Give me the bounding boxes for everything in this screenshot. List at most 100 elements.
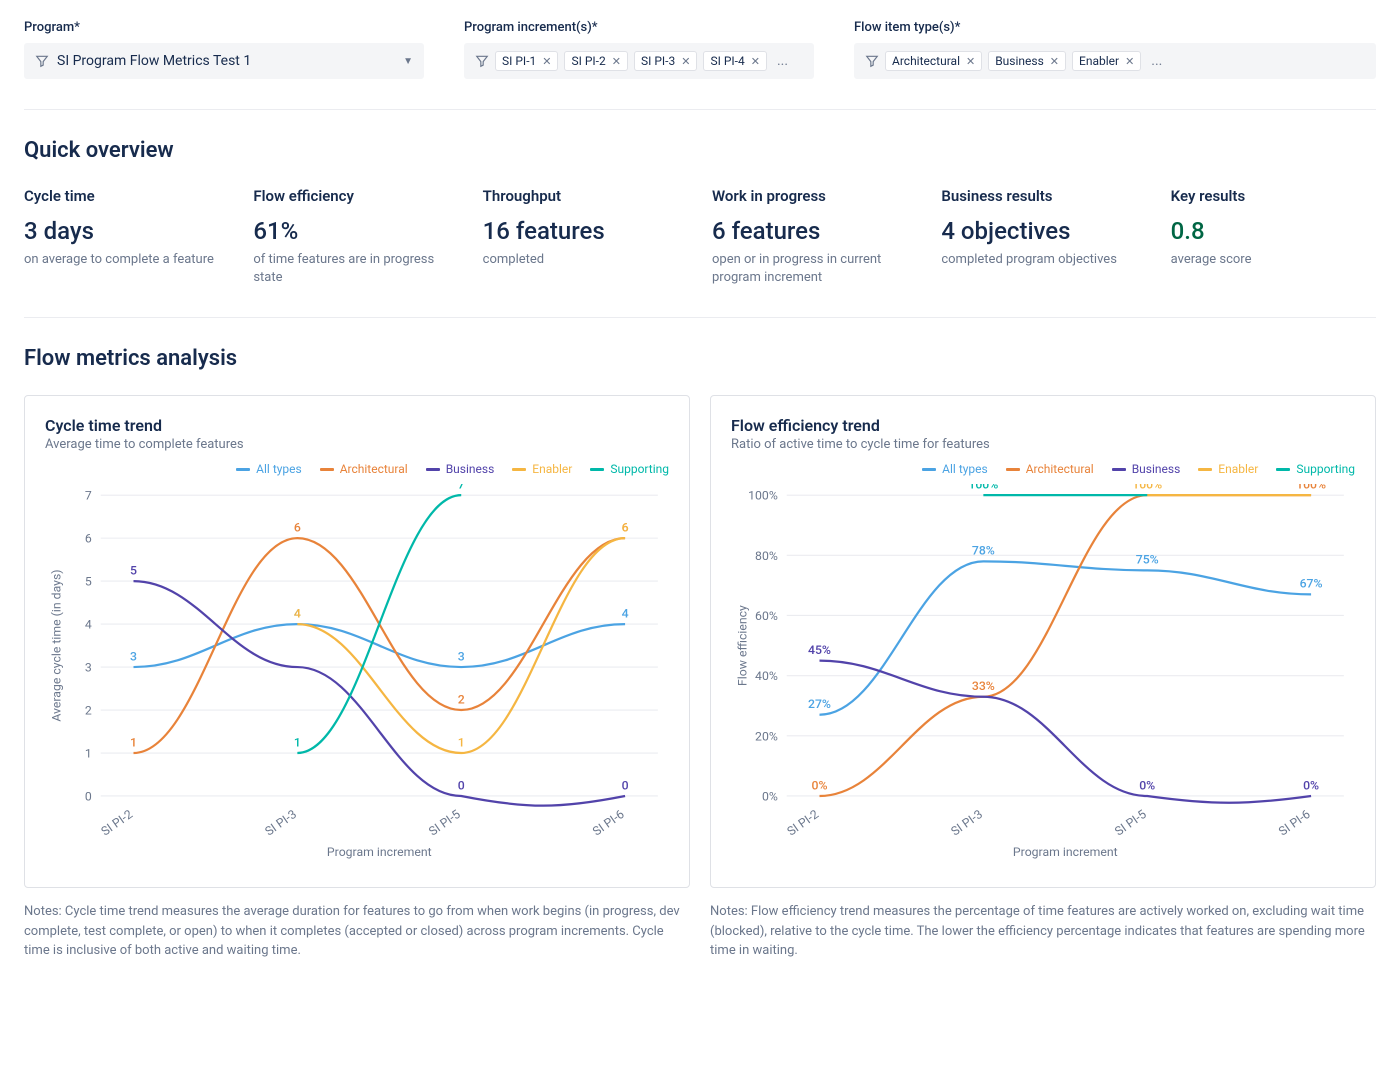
legend-label: All types [942,462,988,476]
legend-item[interactable]: Architectural [320,462,408,476]
legend-swatch [512,468,526,471]
remove-chip-icon[interactable]: ✕ [542,55,551,68]
svg-text:0%: 0% [1139,779,1155,793]
svg-text:80%: 80% [755,549,778,563]
svg-text:6: 6 [622,521,629,535]
chart-notes: Notes: Cycle time trend measures the ave… [24,902,690,961]
remove-chip-icon[interactable]: ✕ [966,55,975,68]
legend-swatch [1276,468,1290,471]
legend-item[interactable]: Supporting [590,462,669,476]
legend-item[interactable]: Business [426,462,495,476]
filter-chip[interactable]: Enabler✕ [1072,51,1141,71]
filter-chip[interactable]: SI PI-1 ✕ [495,51,558,71]
svg-text:100%: 100% [748,489,778,503]
svg-text:20%: 20% [755,730,778,744]
svg-text:2: 2 [458,693,465,707]
legend-swatch [1006,468,1020,471]
legend-swatch [1198,468,1212,471]
svg-text:7: 7 [458,484,465,491]
svg-text:SI PI-2: SI PI-2 [99,807,136,839]
svg-text:5: 5 [85,575,92,589]
divider [24,317,1376,318]
chip-label: SI PI-1 [502,54,536,68]
metric-card: Cycle time 3 days on average to complete… [24,187,229,287]
metric-label: Cycle time [24,187,229,205]
legend-item[interactable]: Architectural [1006,462,1094,476]
svg-text:SI PI-6: SI PI-6 [590,807,627,839]
metric-label: Throughput [483,187,688,205]
filter-chip[interactable]: SI PI-2 ✕ [564,51,627,71]
legend-item[interactable]: Supporting [1276,462,1355,476]
svg-text:SI PI-3: SI PI-3 [948,807,985,839]
types-chips: Architectural✕Business✕Enabler✕ [885,51,1141,71]
filter-icon [35,54,49,68]
legend-swatch [236,468,250,471]
svg-text:Program increment: Program increment [1013,846,1118,860]
metric-label: Flow efficiency [253,187,458,205]
svg-text:0: 0 [458,779,465,793]
legend-item[interactable]: All types [922,462,988,476]
remove-chip-icon[interactable]: ✕ [612,55,621,68]
legend-label: All types [256,462,302,476]
filter-chip[interactable]: Architectural ✕ [885,51,982,71]
chip-label: SI PI-2 [571,54,605,68]
metric-desc: of time features are in progress state [253,251,458,287]
cycle-time-column: Cycle time trend Average time to complet… [24,395,690,960]
legend-item[interactable]: Enabler [1198,462,1258,476]
svg-text:75%: 75% [1136,553,1159,567]
types-multiselect[interactable]: Architectural✕Business✕Enabler✕ ... [854,43,1376,79]
chip-label: SI PI-3 [641,54,675,68]
increments-multiselect[interactable]: SI PI-1 ✕ SI PI-2 ✕ SI PI-3 ✕ SI PI-4 ✕ ... [464,43,814,79]
metric-card: Flow efficiency 61% of time features are… [253,187,458,287]
legend-swatch [320,468,334,471]
chip-label: Architectural [892,54,960,68]
svg-text:67%: 67% [1300,577,1323,591]
svg-text:SI PI-2: SI PI-2 [785,807,822,839]
svg-text:3: 3 [458,650,465,664]
chart-legend: All types Architectural Business Enabler Sup… [45,462,669,476]
remove-chip-icon[interactable]: ✕ [751,55,760,68]
chart-area: 0%20%40%60%80%100%SI PI-2SI PI-3SI PI-5S… [731,484,1355,867]
filter-chip[interactable]: Business ✕ [988,51,1066,71]
chart-title: Cycle time trend [45,416,669,435]
svg-text:1: 1 [294,736,301,750]
svg-text:3: 3 [130,650,137,664]
remove-chip-icon[interactable]: ✕ [1050,55,1059,68]
chart-area: 01234567SI PI-2SI PI-3SI PI-5SI PI-6Prog… [45,484,669,867]
filter-icon [475,54,489,68]
svg-text:0: 0 [85,790,92,804]
chip-label: SI PI-4 [710,54,744,68]
legend-swatch [426,468,440,471]
remove-chip-icon[interactable]: ✕ [1125,55,1134,68]
legend-swatch [1112,468,1126,471]
svg-text:60%: 60% [755,609,778,623]
flow-efficiency-column: Flow efficiency trend Ratio of active ti… [710,395,1376,960]
legend-item[interactable]: Enabler [512,462,572,476]
overview-title: Quick overview [24,138,1376,163]
metric-value: 61% [253,217,458,245]
metric-label: Key results [1171,187,1376,205]
divider [24,109,1376,110]
filter-label: Flow item type(s)* [854,20,1376,35]
more-indicator: ... [1147,53,1166,69]
svg-text:40%: 40% [755,669,778,683]
svg-text:100%: 100% [1132,484,1162,491]
filter-chip[interactable]: SI PI-4 ✕ [703,51,766,71]
chip-label: Business [995,54,1044,68]
metric-card: Work in progress 6 features open or in p… [712,187,917,287]
program-select[interactable]: SI Program Flow Metrics Test 1 ▼ [24,43,424,79]
legend-item[interactable]: Business [1112,462,1181,476]
metric-desc: completed [483,251,688,269]
increments-chips: SI PI-1 ✕ SI PI-2 ✕ SI PI-3 ✕ SI PI-4 ✕ [495,51,767,71]
filters-bar: Program* SI Program Flow Metrics Test 1 … [24,20,1376,79]
legend-label: Architectural [1026,462,1094,476]
metric-value: 4 objectives [941,217,1146,245]
remove-chip-icon[interactable]: ✕ [681,55,690,68]
svg-text:5: 5 [130,564,137,578]
metric-desc: open or in progress in current program i… [712,251,917,287]
more-indicator: ... [773,53,792,69]
svg-text:Program increment: Program increment [327,846,432,860]
legend-item[interactable]: All types [236,462,302,476]
filter-chip[interactable]: SI PI-3 ✕ [634,51,697,71]
charts-row: Cycle time trend Average time to complet… [24,395,1376,960]
